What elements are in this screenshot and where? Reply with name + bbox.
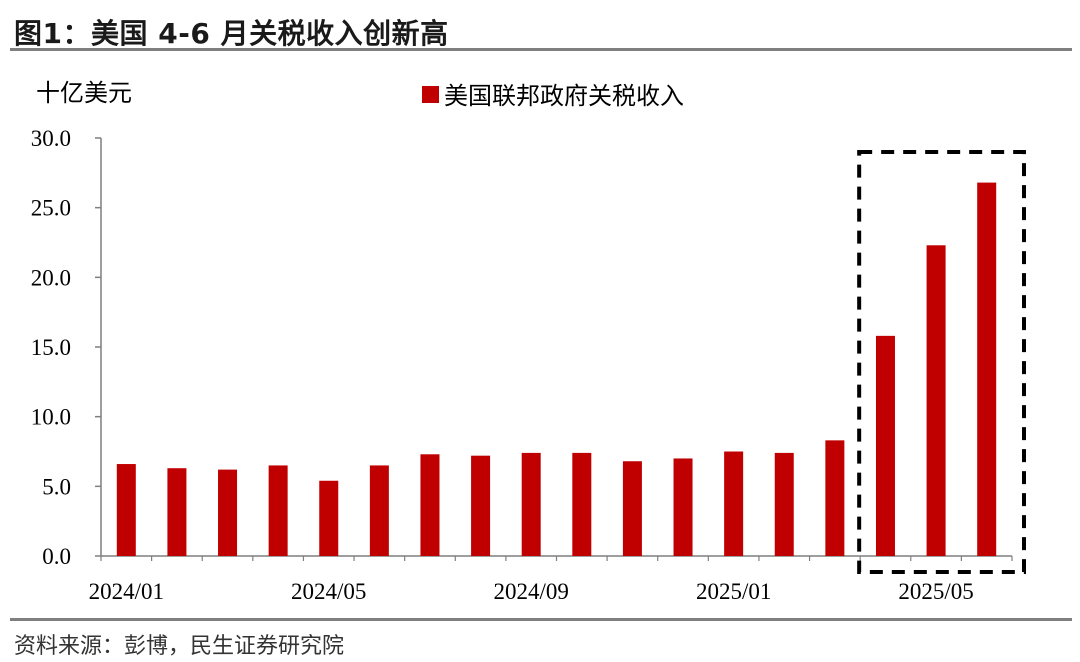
x-axis-ticks: 2024/01 2024/05 2024/09 2025/01 2025/05: [89, 556, 1013, 604]
legend-swatch: [422, 86, 439, 103]
bar-2025/05: [926, 245, 946, 556]
y-unit-label: 十亿美元: [36, 79, 132, 107]
legend: 美国联邦政府关税收入: [422, 82, 684, 110]
bar-2024/12: [673, 458, 693, 556]
bar-2024/05: [319, 480, 339, 556]
y-tick-label: 0.0: [42, 544, 71, 569]
source-note: 资料来源：彭博，民生证券研究院: [14, 634, 345, 659]
y-tick-label: 10.0: [31, 405, 71, 430]
y-tick-label: 15.0: [31, 335, 71, 360]
legend-label: 美国联邦政府关税收入: [444, 82, 684, 110]
x-tick-label: 2024/05: [291, 579, 366, 604]
bar-2024/06: [369, 465, 389, 556]
y-tick-label: 25.0: [31, 196, 71, 221]
figure-title: 图1：美国 4-6 月关税收入创新高: [14, 17, 449, 50]
highlight-box-rect: [857, 150, 1027, 574]
y-tick-label: 30.0: [31, 126, 71, 151]
bar-2024/09: [521, 452, 541, 556]
axes: [100, 138, 1012, 557]
x-tick-label: 2025/05: [898, 579, 973, 604]
bar-2024/01: [116, 464, 136, 556]
highlight-box: [857, 150, 1027, 574]
bar-2025/03: [825, 440, 845, 556]
bar-2024/02: [167, 468, 187, 556]
bar-2024/03: [218, 469, 238, 556]
y-tick-label: 20.0: [31, 265, 71, 290]
bar-2024/07: [420, 454, 440, 556]
bar-2024/04: [268, 465, 288, 556]
bar-2024/08: [471, 455, 491, 556]
x-tick-label: 2024/09: [493, 579, 568, 604]
x-tick-label: 2024/01: [89, 579, 164, 604]
bar-2025/02: [774, 452, 794, 556]
y-axis-ticks: 0.0 5.0 10.0 15.0 20.0 25.0 30.0: [31, 126, 101, 569]
y-tick-label: 5.0: [42, 474, 71, 499]
title-rule: [10, 48, 1072, 51]
bar-2025/06: [977, 182, 997, 556]
bar-2024/11: [622, 461, 642, 556]
x-tick-label: 2025/01: [696, 579, 771, 604]
bars: [116, 182, 997, 556]
bar-2024/10: [572, 452, 592, 556]
source-rule: [10, 618, 1072, 621]
bar-2025/04: [875, 335, 895, 556]
bar-2025/01: [724, 451, 744, 556]
